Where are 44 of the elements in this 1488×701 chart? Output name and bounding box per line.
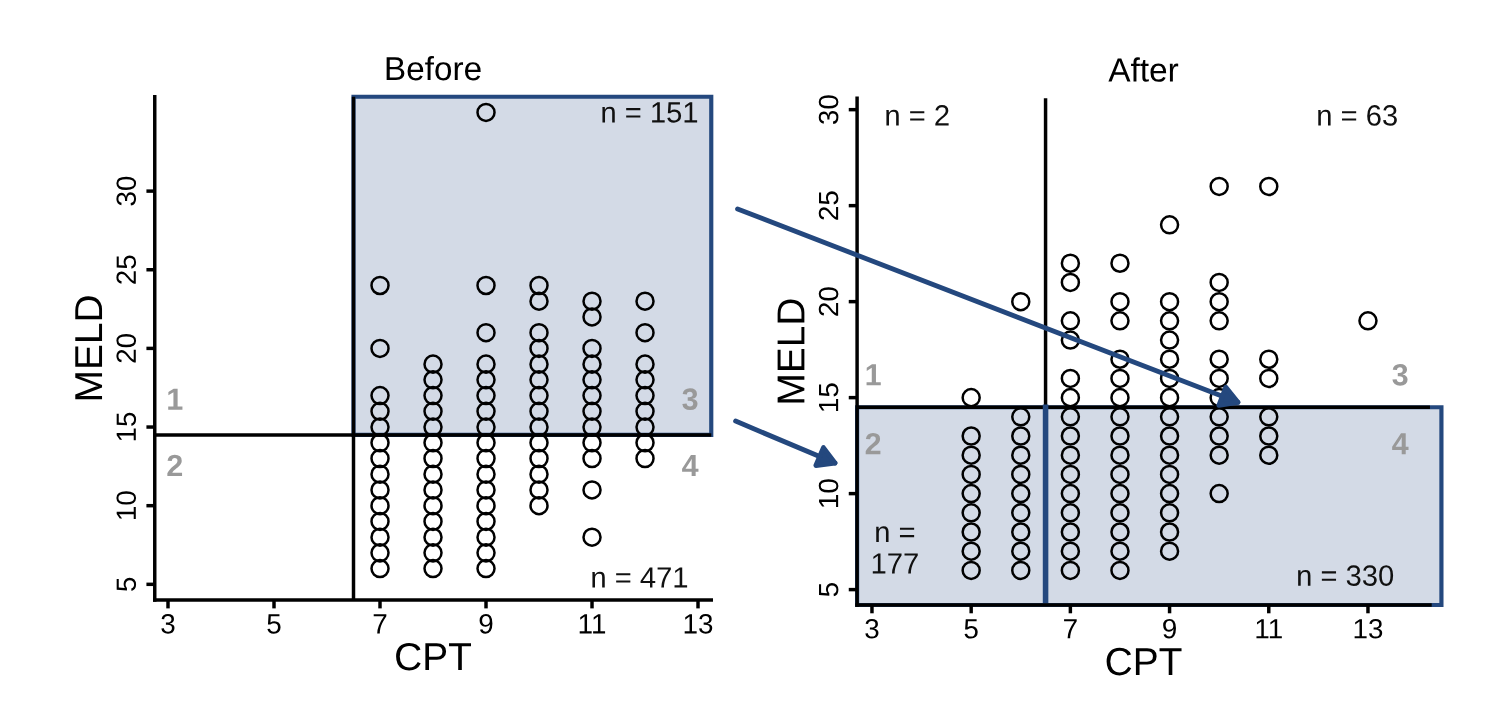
x-tick-label: 11 (1256, 619, 1282, 639)
annotation: 3 (1392, 363, 1408, 386)
annotation: n = 2 (886, 105, 949, 126)
annotation: n = 471 (592, 567, 688, 588)
x-tick-label: 9 (479, 613, 493, 634)
chart-title: After (1108, 57, 1179, 82)
chart-title: Before (386, 55, 481, 81)
x-tick-label: 9 (1163, 618, 1176, 639)
annotation: n = 63 (1318, 105, 1397, 126)
x-tick-label: 5 (964, 619, 978, 639)
annotation: 2 (865, 432, 881, 455)
annotation: 3 (682, 388, 698, 410)
x-axis-title: CPT (1106, 647, 1182, 676)
y-axis-title: MELD (75, 296, 103, 400)
y-tick-label: 10 (818, 479, 839, 507)
x-tick-label: 7 (373, 614, 387, 634)
y-tick-label: 30 (818, 95, 839, 125)
annotation: 4 (682, 455, 699, 477)
annotation: n = 330 (1298, 565, 1394, 586)
x-tick-label: 7 (1064, 619, 1077, 639)
x-tick-label: 13 (1354, 618, 1383, 639)
x-tick-label: 13 (684, 613, 713, 634)
x-tick-label: 3 (865, 618, 879, 639)
y-tick-label: 5 (116, 577, 137, 591)
y-tick-label: 20 (818, 287, 839, 316)
y-tick-label: 30 (116, 176, 137, 206)
annotation: n = 151 (602, 102, 698, 123)
y-axis-title: MELD (777, 299, 805, 403)
annotation: 2 (167, 454, 183, 477)
y-tick-label: 25 (116, 255, 137, 284)
x-axis-title: CPT (396, 642, 472, 671)
y-tick-label: 15 (116, 412, 137, 441)
y-tick-label: 10 (116, 491, 137, 520)
x-tick-label: 3 (161, 613, 175, 634)
annotation: n = 177 (872, 526, 918, 574)
x-tick-label: 5 (267, 614, 281, 634)
annotation: 1 (866, 364, 881, 386)
annotation: 4 (1392, 433, 1409, 455)
y-tick-label: 20 (116, 334, 137, 363)
annotation: 1 (168, 388, 183, 410)
y-tick-label: 15 (819, 383, 839, 411)
x-tick-label: 11 (579, 614, 606, 634)
y-tick-label: 25 (818, 191, 839, 220)
y-tick-label: 5 (819, 583, 839, 597)
